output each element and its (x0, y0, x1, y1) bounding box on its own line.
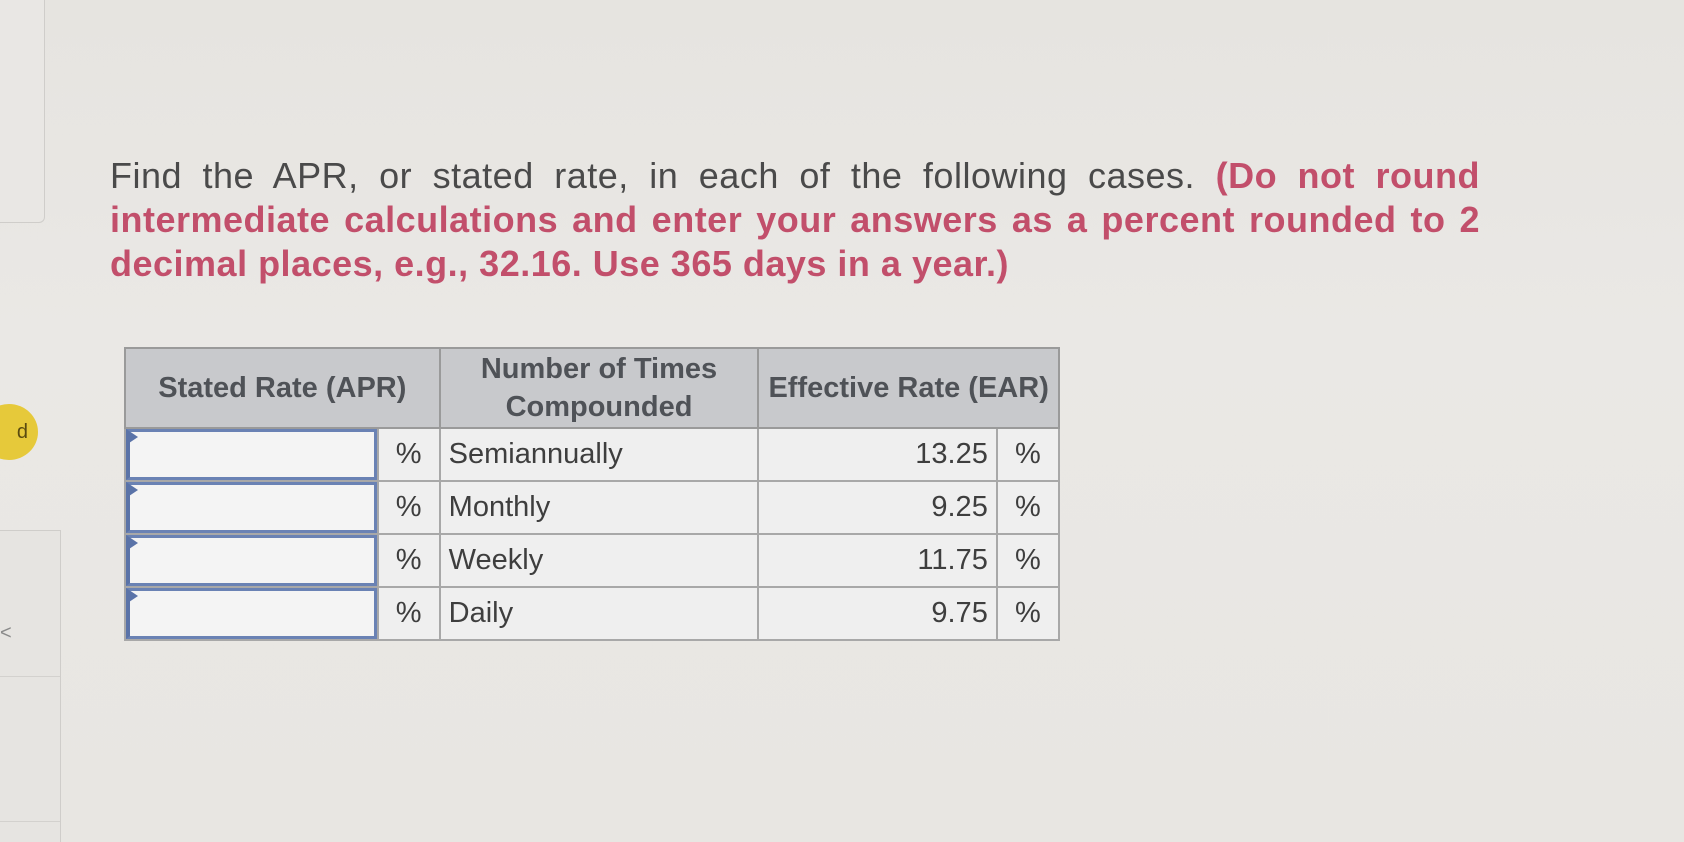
apr-unit: % (376, 586, 441, 641)
apr-input-cell (124, 427, 379, 482)
input-marker-icon (126, 429, 138, 445)
apr-input-weekly[interactable] (126, 535, 377, 586)
header-effective-rate: Effective Rate (EAR) (757, 347, 1060, 429)
apr-unit: % (376, 533, 441, 588)
apr-input-wrapper (126, 535, 377, 586)
side-panel-divider (0, 676, 60, 677)
table-row: % Daily 9.75 % (124, 586, 1061, 641)
side-panel-bottom (0, 530, 61, 842)
apr-input-wrapper (126, 429, 377, 480)
table-header-row: Stated Rate (APR) Number of Times Compou… (124, 347, 1060, 429)
apr-unit: % (376, 427, 441, 482)
table-row: % Semiannually 13.25 % (124, 427, 1061, 482)
ear-value: 9.75 (757, 586, 998, 641)
table-row: % Weekly 11.75 % (124, 533, 1061, 588)
apr-input-cell (124, 480, 379, 535)
ear-unit: % (995, 533, 1061, 588)
ear-value: 9.25 (757, 480, 998, 535)
side-panel-divider (0, 821, 60, 822)
question-status-badge[interactable]: d (0, 404, 38, 460)
ear-value: 13.25 (757, 427, 998, 482)
answer-table: Stated Rate (APR) Number of Times Compou… (124, 347, 1061, 641)
ear-unit: % (995, 480, 1061, 535)
input-marker-icon (126, 535, 138, 551)
compounding-frequency: Semiannually (438, 427, 760, 482)
input-marker-icon (126, 588, 138, 604)
ear-value: 11.75 (757, 533, 998, 588)
compounding-frequency: Monthly (438, 480, 760, 535)
question-instructions: (Do not round intermediate calculations … (110, 155, 1481, 284)
ear-unit: % (995, 586, 1061, 641)
apr-input-monthly[interactable] (126, 482, 377, 533)
apr-input-wrapper (126, 588, 377, 639)
badge-label: d (16, 420, 28, 443)
apr-input-daily[interactable] (126, 588, 377, 639)
apr-input-wrapper (126, 482, 377, 533)
table-row: % Monthly 9.25 % (124, 480, 1061, 535)
apr-unit: % (376, 480, 441, 535)
input-marker-icon (126, 482, 138, 498)
chevron-left-icon[interactable]: < (0, 622, 12, 644)
apr-input-cell (124, 533, 379, 588)
header-stated-rate: Stated Rate (APR) (124, 347, 441, 429)
header-times-compounded: Number of Times Compounded (438, 347, 760, 429)
compounding-frequency: Weekly (438, 533, 760, 588)
compounding-frequency: Daily (438, 586, 760, 641)
ear-unit: % (995, 427, 1061, 482)
apr-input-semiannually[interactable] (126, 429, 377, 480)
side-panel-top (0, 0, 45, 223)
question-prompt: Find the APR, or stated rate, in each of… (110, 155, 1216, 196)
question-text: Find the APR, or stated rate, in each of… (110, 154, 1480, 286)
apr-input-cell (124, 586, 379, 641)
